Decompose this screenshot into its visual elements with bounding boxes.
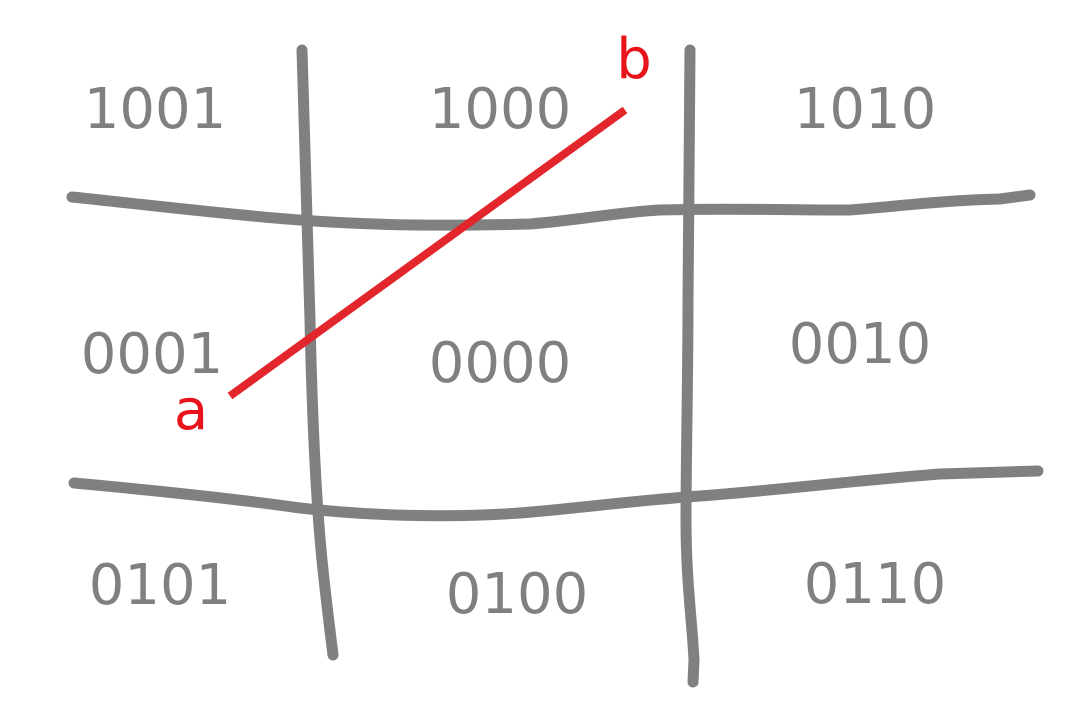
endpoint-label-b: b: [616, 27, 652, 92]
region-code-bottom-left: 0101: [89, 553, 232, 618]
region-code-top-right: 1010: [794, 77, 937, 142]
region-code-middle-left: 0001: [81, 322, 224, 387]
region-code-middle-right: 0010: [789, 312, 932, 377]
grid-line-left-vertical: [296, 44, 339, 661]
endpoint-label-a: a: [174, 378, 208, 443]
region-code-top-center: 1000: [429, 77, 572, 142]
region-code-middle-center: 0000: [429, 331, 572, 396]
region-code-bottom-center: 0100: [446, 562, 589, 627]
grid-line-right-vertical: [680, 44, 700, 688]
line-segment-ab: [227, 106, 628, 400]
region-code-top-left: 1001: [84, 77, 227, 142]
grid-line-bottom-horizontal: [68, 465, 1044, 522]
region-code-bottom-right: 0110: [804, 552, 947, 617]
grid-line-top-horizontal: [66, 189, 1036, 231]
